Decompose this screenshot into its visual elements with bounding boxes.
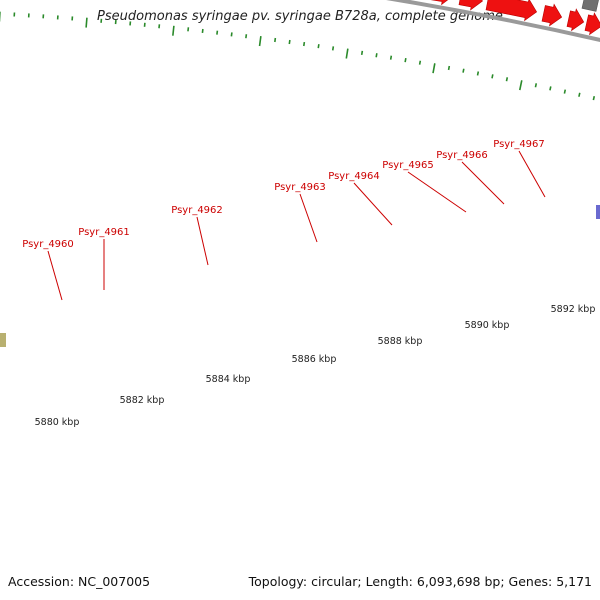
forward-strand-track <box>430 0 600 36</box>
tick-mark <box>578 92 581 97</box>
reverse-gene <box>596 205 600 219</box>
gene-callouts: Psyr_4960Psyr_4961Psyr_4962Psyr_4963Psyr… <box>22 139 546 301</box>
scale-label: 5884 kbp <box>206 374 251 385</box>
forward-gene <box>485 0 538 22</box>
gene-label[interactable]: Psyr_4960 <box>22 239 74 250</box>
forward-gene <box>430 0 449 6</box>
gene-label[interactable]: Psyr_4965 <box>382 160 434 171</box>
tick-mark <box>534 83 538 88</box>
tick-mark <box>592 95 596 101</box>
lower-tick-track <box>0 11 596 101</box>
tick-mark <box>274 37 277 43</box>
tick-mark <box>549 86 552 91</box>
reverse-strand-track <box>0 0 600 347</box>
genome-backbone <box>385 0 600 43</box>
tick-mark <box>85 17 88 28</box>
callout-line <box>299 193 318 243</box>
scale-labels: 5880 kbp 5882 kbp 5884 kbp 5886 kbp 5888 kbp… <box>35 304 596 428</box>
scale-label: 5882 kbp <box>120 395 165 406</box>
tick-mark <box>375 53 378 58</box>
scale-label: 5892 kbp <box>551 304 596 315</box>
tick-mark <box>317 44 320 49</box>
tick-mark <box>245 34 248 39</box>
scale-label: 5886 kbp <box>292 354 337 365</box>
gene-label[interactable]: Psyr_4967 <box>493 139 545 150</box>
forward-gene <box>566 8 585 32</box>
tick-mark <box>563 89 567 94</box>
tick-mark <box>302 41 306 47</box>
tick-mark <box>432 63 436 74</box>
gene-label[interactable]: Psyr_4962 <box>171 205 223 216</box>
tick-mark <box>360 50 364 55</box>
gene-label[interactable]: Psyr_4961 <box>78 227 130 238</box>
scale-label: 5890 kbp <box>465 320 510 331</box>
accession-label: Accession: NC_007005 <box>8 574 151 589</box>
tick-mark <box>258 35 262 47</box>
gene-label[interactable]: Psyr_4966 <box>436 150 488 161</box>
forward-gene <box>584 12 600 36</box>
reverse-gene <box>0 333 6 347</box>
forward-gene <box>458 0 483 11</box>
tick-mark <box>491 74 494 79</box>
tick-mark <box>518 80 523 91</box>
tick-mark <box>288 39 291 45</box>
scale-label: 5888 kbp <box>378 336 423 347</box>
callout-line <box>196 216 209 266</box>
callout-line <box>47 250 63 301</box>
callout-line <box>407 171 467 213</box>
tick-mark <box>476 71 480 76</box>
gene-label[interactable]: Psyr_4963 <box>274 182 326 193</box>
tick-mark <box>447 65 451 71</box>
tick-mark <box>389 55 393 60</box>
genome-stats: Topology: circular; Length: 6,093,698 bp… <box>248 574 592 589</box>
tick-mark <box>345 48 349 59</box>
reverse-gene <box>581 0 599 12</box>
callout-line <box>353 182 393 226</box>
gene-label[interactable]: Psyr_4964 <box>328 171 380 182</box>
tick-mark <box>418 60 422 65</box>
callout-line <box>518 150 546 198</box>
callout-line <box>461 161 505 205</box>
tick-mark <box>462 68 465 73</box>
tick-mark <box>331 46 335 51</box>
tick-mark <box>505 77 509 82</box>
tick-mark <box>172 25 175 36</box>
tick-mark <box>404 58 407 63</box>
forward-gene <box>541 3 563 27</box>
scale-label: 5880 kbp <box>35 417 80 428</box>
genome-title: Pseudomonas syringae pv. syringae B728a,… <box>97 9 503 24</box>
